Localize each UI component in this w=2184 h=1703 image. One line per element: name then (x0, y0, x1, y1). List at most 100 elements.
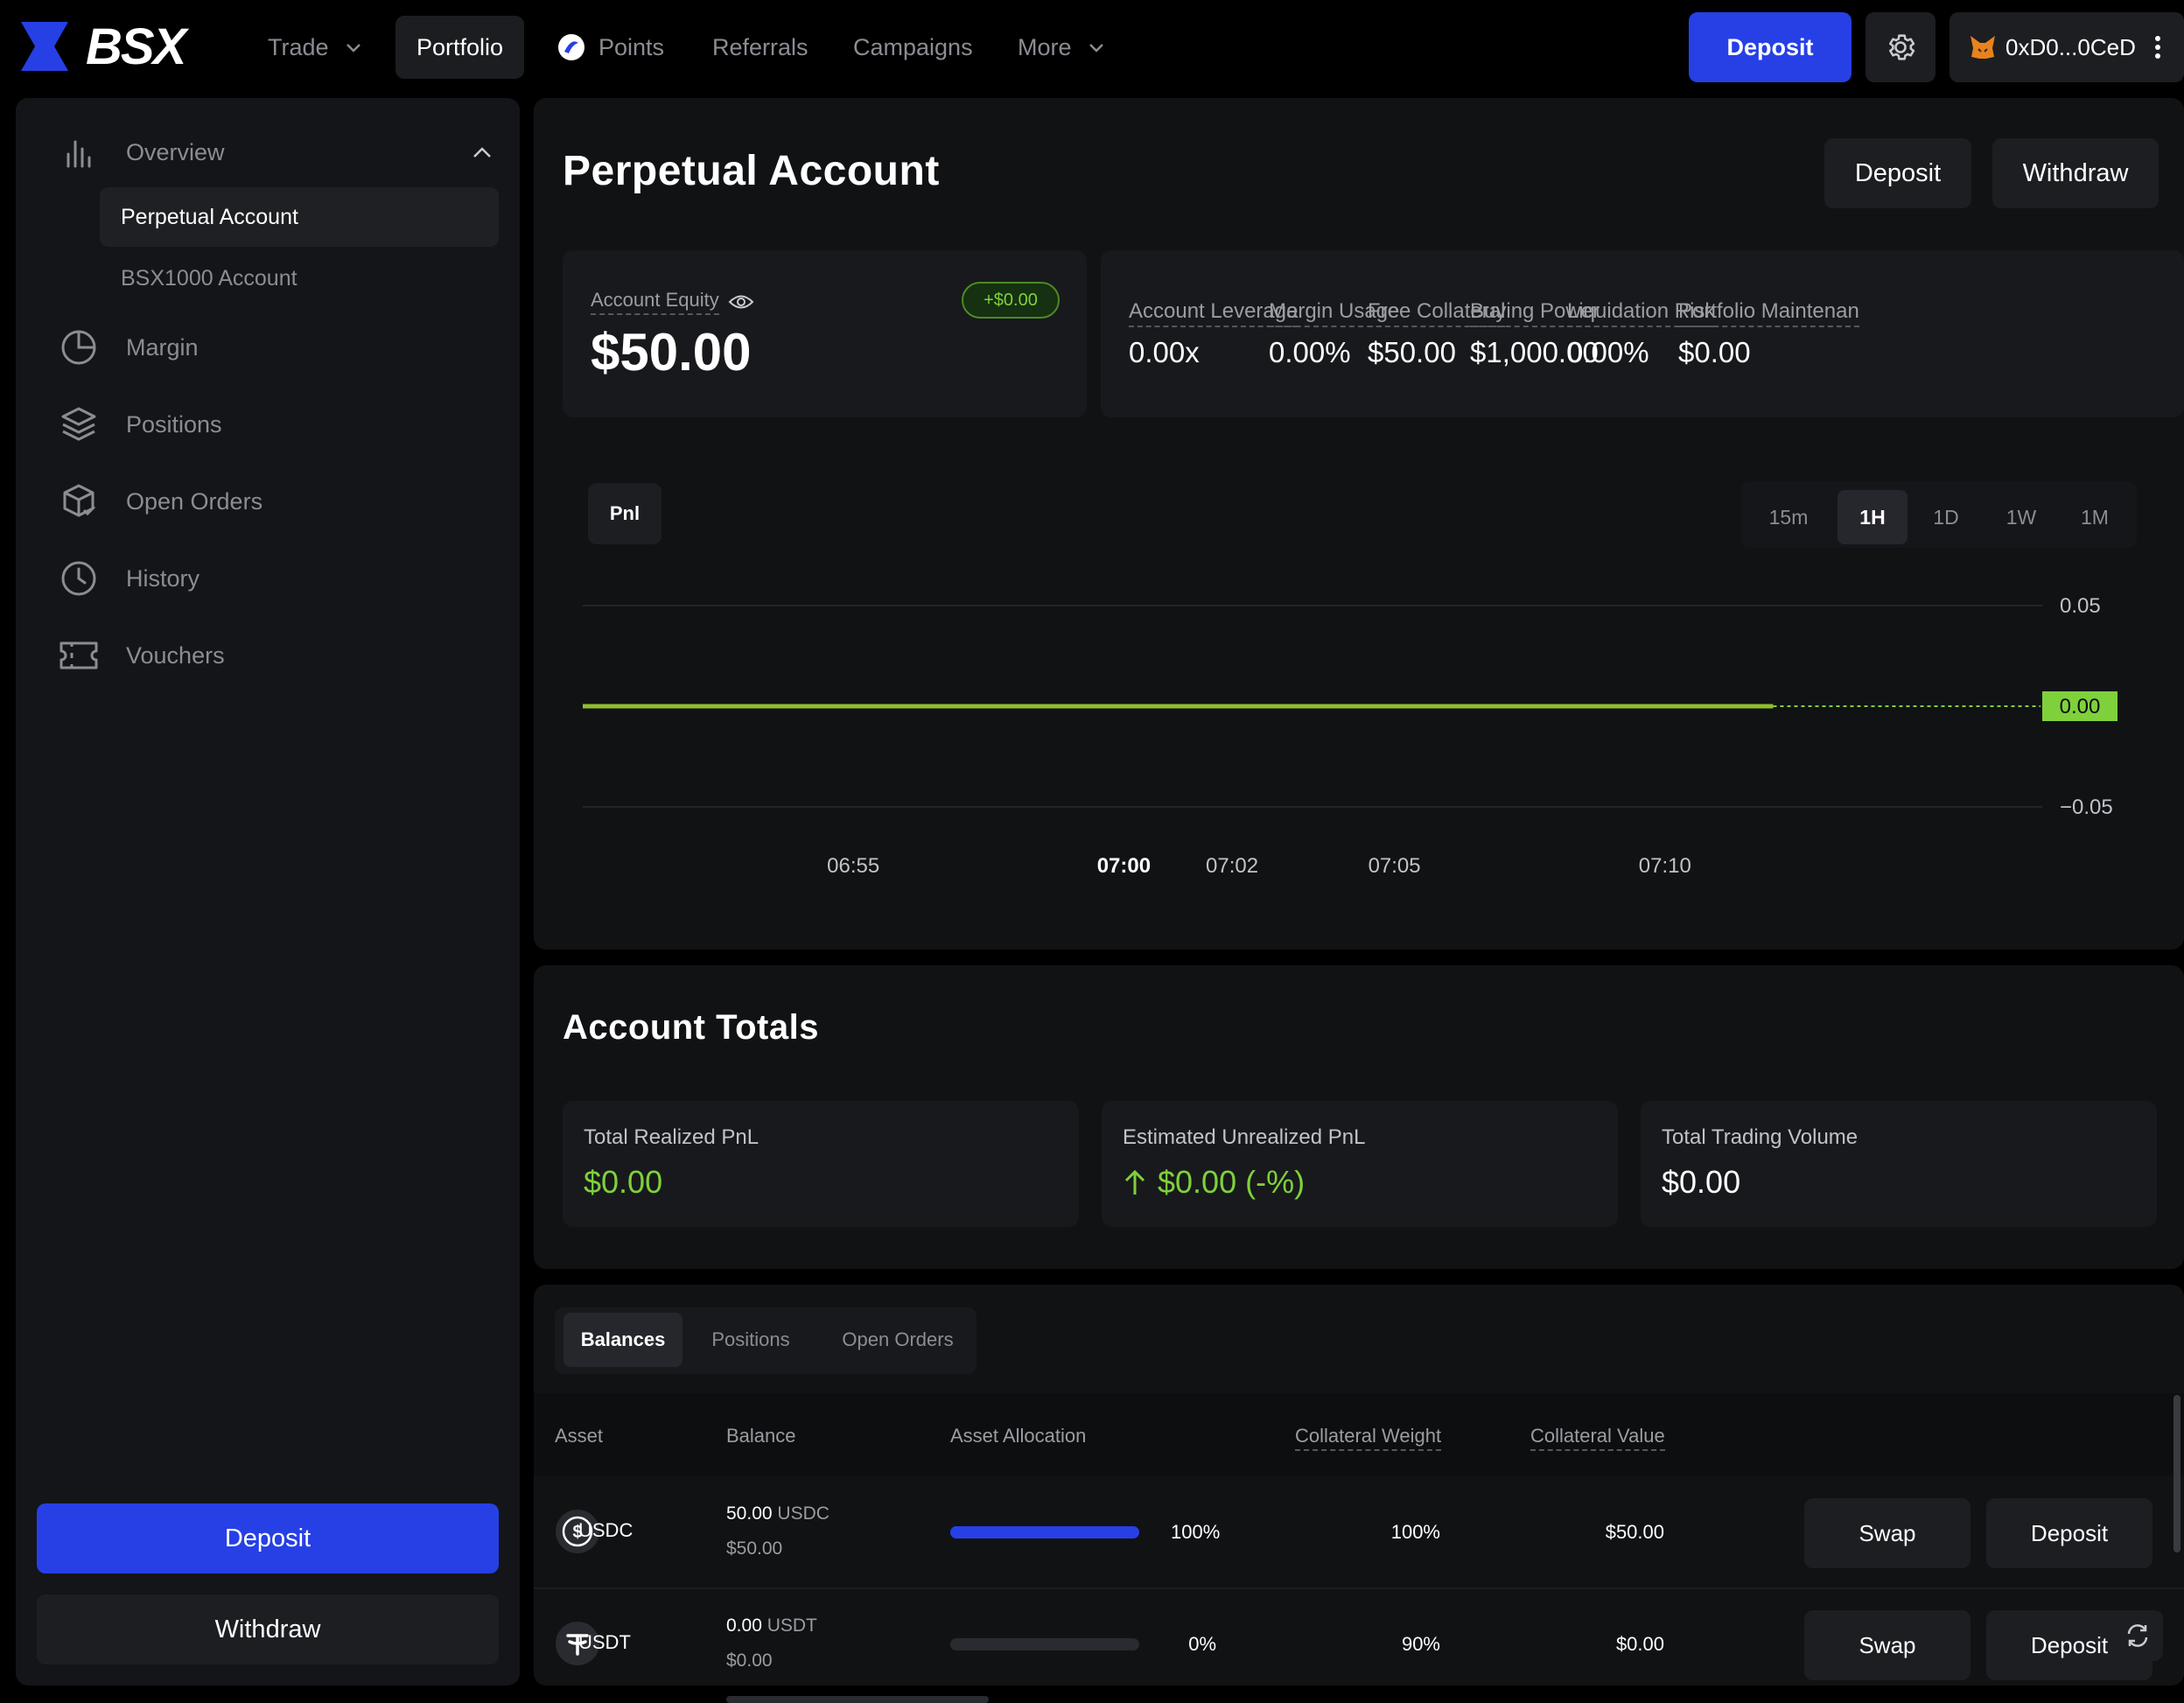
unrealized-pnl-row: $0.00 (-%) (1123, 1164, 1305, 1201)
collateral-weight: 90% (1401, 1633, 1440, 1655)
balances-table-header (534, 1393, 2184, 1475)
settings-button[interactable] (1866, 12, 1936, 82)
eye-icon[interactable] (728, 292, 754, 312)
balances-tab-positions[interactable]: Positions (711, 1328, 790, 1350)
fox-wallet-icon (1970, 36, 1995, 59)
bsx1000-account-label: BSX1000 Account (121, 265, 298, 291)
timeframe-1d[interactable]: 1D (1933, 505, 1959, 529)
swap-button[interactable]: Swap (1804, 1610, 1970, 1680)
balance-amount: 50.00 (726, 1503, 773, 1524)
sidebar-subitem-bsx1000-account[interactable]: BSX1000 Account (100, 249, 499, 308)
sidebar-item-history[interactable]: History (58, 554, 200, 603)
stat-value: 0.00x (1129, 336, 1200, 368)
top-navigation: BSX Trade Portfolio Points Referrals Cam… (0, 0, 2184, 95)
timeframe-1w[interactable]: 1W (2006, 505, 2037, 529)
asset-deposit-button[interactable]: Deposit (1986, 1498, 2152, 1568)
sidebar-subitem-perpetual-account[interactable]: Perpetual Account (100, 187, 499, 247)
row-divider (534, 1587, 2184, 1589)
allocation-bar (950, 1526, 1139, 1538)
sidebar-withdraw-button[interactable]: Withdraw (37, 1594, 499, 1664)
brand-logo[interactable]: BSX (19, 18, 186, 75)
collateral-value: $0.00 (1615, 1633, 1664, 1655)
nav-deposit-button[interactable]: Deposit (1689, 12, 1852, 82)
x-tick-label: 07:00 (1097, 854, 1151, 878)
gear-icon (1889, 34, 1915, 60)
stat-label[interactable]: Account Leverage (1129, 299, 1298, 327)
scrollbar[interactable] (2174, 1395, 2180, 1552)
sidebar-item-positions[interactable]: Positions (58, 400, 222, 449)
stat-label[interactable]: Margin Usage (1269, 299, 1400, 327)
last-value-label: 0.00 (2060, 695, 2101, 718)
sidebar-item-vouchers[interactable]: Vouchers (58, 631, 225, 680)
stat-portfolio-maintenan: Portfolio Maintenan $0.00 (1678, 299, 1859, 369)
equity-change-badge: +$0.00 (962, 282, 1060, 319)
deposit-button[interactable]: Deposit (1824, 138, 1971, 208)
sidebar-item-open-orders-label: Open Orders (126, 487, 263, 515)
stat-value: $1,000.00 (1470, 336, 1599, 368)
sidebar-item-margin[interactable]: Margin (58, 323, 199, 372)
pnl-tab[interactable]: Pnl (588, 483, 662, 544)
sidebar-item-overview[interactable]: Overview (58, 128, 495, 177)
stat-value: 0.00% (1567, 336, 1649, 368)
package-check-icon (58, 480, 100, 522)
usdc-icon: $ (555, 1509, 600, 1554)
refresh-icon (2127, 1624, 2148, 1647)
account-equity-label[interactable]: Account Equity (591, 289, 719, 315)
nav-campaigns[interactable]: Campaigns (853, 16, 973, 79)
col-balance: Balance (726, 1425, 796, 1447)
col-collateral-value[interactable]: Collateral Value (1530, 1425, 1665, 1451)
bottom-scroll-indicator (726, 1696, 989, 1703)
balances-tab-balances[interactable]: Balances (564, 1313, 682, 1367)
allocation-pct: 0% (1188, 1633, 1216, 1655)
nav-trade[interactable]: Trade (268, 16, 364, 79)
trading-volume-label: Total Trading Volume (1662, 1125, 1858, 1149)
nav-referrals-label: Referrals (712, 33, 808, 60)
stat-label[interactable]: Buying Power (1470, 299, 1600, 327)
realized-pnl-label: Total Realized PnL (584, 1125, 760, 1149)
stat-label[interactable]: Free Collateral (1368, 299, 1506, 327)
refresh-fab[interactable] (2112, 1610, 2163, 1661)
nav-more-label: More (1018, 33, 1072, 60)
sidebar-item-open-orders[interactable]: Open Orders (58, 477, 262, 526)
wallet-button[interactable]: 0xD0...0CeD (1950, 12, 2184, 82)
account-equity-value: $50.00 (591, 323, 752, 382)
sidebar-deposit-button[interactable]: Deposit (37, 1503, 499, 1573)
bar-chart-icon (58, 131, 100, 173)
timeframe-1h[interactable]: 1H (1838, 490, 1908, 544)
sidebar-item-margin-label: Margin (126, 333, 199, 361)
swap-button[interactable]: Swap (1804, 1498, 1970, 1568)
withdraw-button[interactable]: Withdraw (1992, 138, 2159, 208)
timeframe-1m[interactable]: 1M (2081, 505, 2109, 529)
trading-volume-card: Total Trading Volume $0.00 (1641, 1101, 2157, 1227)
ticket-icon (58, 634, 100, 676)
col-allocation: Asset Allocation (950, 1425, 1087, 1447)
chevron-down-icon (1088, 44, 1103, 53)
sidebar-item-history-label: History (126, 564, 200, 592)
arrow-up-icon (1124, 1169, 1145, 1195)
svg-text:$: $ (572, 1523, 582, 1542)
col-collateral-weight[interactable]: Collateral Weight (1295, 1425, 1442, 1451)
balance-usd: $0.00 (726, 1650, 773, 1671)
asset-name: USDT (578, 1631, 631, 1653)
sidebar-item-vouchers-label: Vouchers (126, 641, 225, 669)
trading-volume-value: $0.00 (1662, 1164, 1741, 1200)
nav-more[interactable]: More (1018, 16, 1107, 79)
unrealized-pnl-label: Estimated Unrealized PnL (1123, 1125, 1366, 1149)
stat-label[interactable]: Liquidation Risk (1567, 299, 1716, 327)
nav-points[interactable]: Points (556, 16, 664, 79)
logo-icon (21, 22, 68, 71)
balances-tab-open-orders[interactable]: Open Orders (842, 1328, 954, 1350)
pnl-chart: 0.05 −0.05 0.00 06:55 07:00 07:02 07:05 07:10 (583, 594, 2118, 878)
timeframe-15m[interactable]: 15m (1768, 505, 1809, 529)
pnl-tab-label: Pnl (609, 502, 640, 524)
realized-pnl-value: $0.00 (584, 1164, 663, 1200)
realized-pnl-card: Total Realized PnL $0.00 (563, 1101, 1079, 1227)
nav-referrals[interactable]: Referrals (712, 16, 808, 79)
clock-icon (58, 557, 100, 599)
sidebar-item-positions-label: Positions (126, 410, 222, 438)
y-tick-label: 0.05 (2060, 594, 2101, 618)
allocation-bar (950, 1638, 1139, 1650)
unrealized-pnl-card: Estimated Unrealized PnL $0.00 (-%) (1102, 1101, 1618, 1227)
stat-label[interactable]: Portfolio Maintenan (1678, 299, 1859, 327)
nav-portfolio[interactable]: Portfolio (396, 16, 525, 79)
